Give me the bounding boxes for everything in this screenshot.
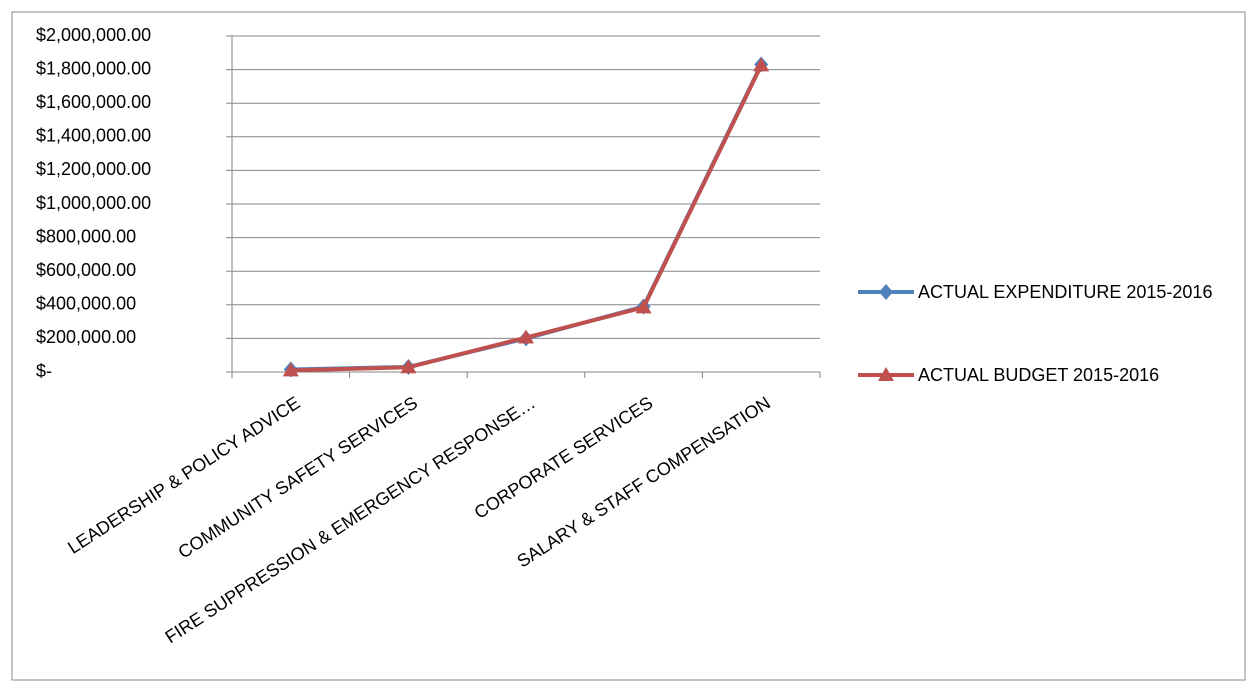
y-tick-label: $200,000.00 bbox=[36, 327, 136, 347]
y-tick-label: $1,800,000.00 bbox=[36, 58, 151, 78]
legend-label: ACTUAL BUDGET 2015-2016 bbox=[918, 365, 1160, 385]
y-tick-label: $800,000.00 bbox=[36, 226, 136, 246]
marker bbox=[753, 57, 770, 72]
y-tick-label: $600,000.00 bbox=[36, 260, 136, 280]
marker bbox=[518, 329, 534, 344]
marker bbox=[400, 359, 417, 374]
y-tick-label: $400,000.00 bbox=[36, 294, 136, 314]
y-tick-label: $1,400,000.00 bbox=[36, 126, 151, 146]
marker bbox=[635, 299, 652, 314]
legend-label: ACTUAL EXPENDITURE 2015-2016 bbox=[918, 282, 1213, 302]
marker bbox=[282, 362, 299, 377]
y-tick-label: $1,200,000.00 bbox=[36, 159, 151, 179]
y-tick-label: $2,000,000.00 bbox=[36, 25, 151, 45]
y-tick-label: $1,600,000.00 bbox=[36, 92, 151, 112]
marker bbox=[879, 284, 893, 300]
chart-border bbox=[11, 11, 1246, 681]
y-tick-label: $1,000,000.00 bbox=[36, 193, 151, 213]
marker bbox=[878, 367, 894, 381]
y-tick-label: $- bbox=[36, 361, 52, 381]
